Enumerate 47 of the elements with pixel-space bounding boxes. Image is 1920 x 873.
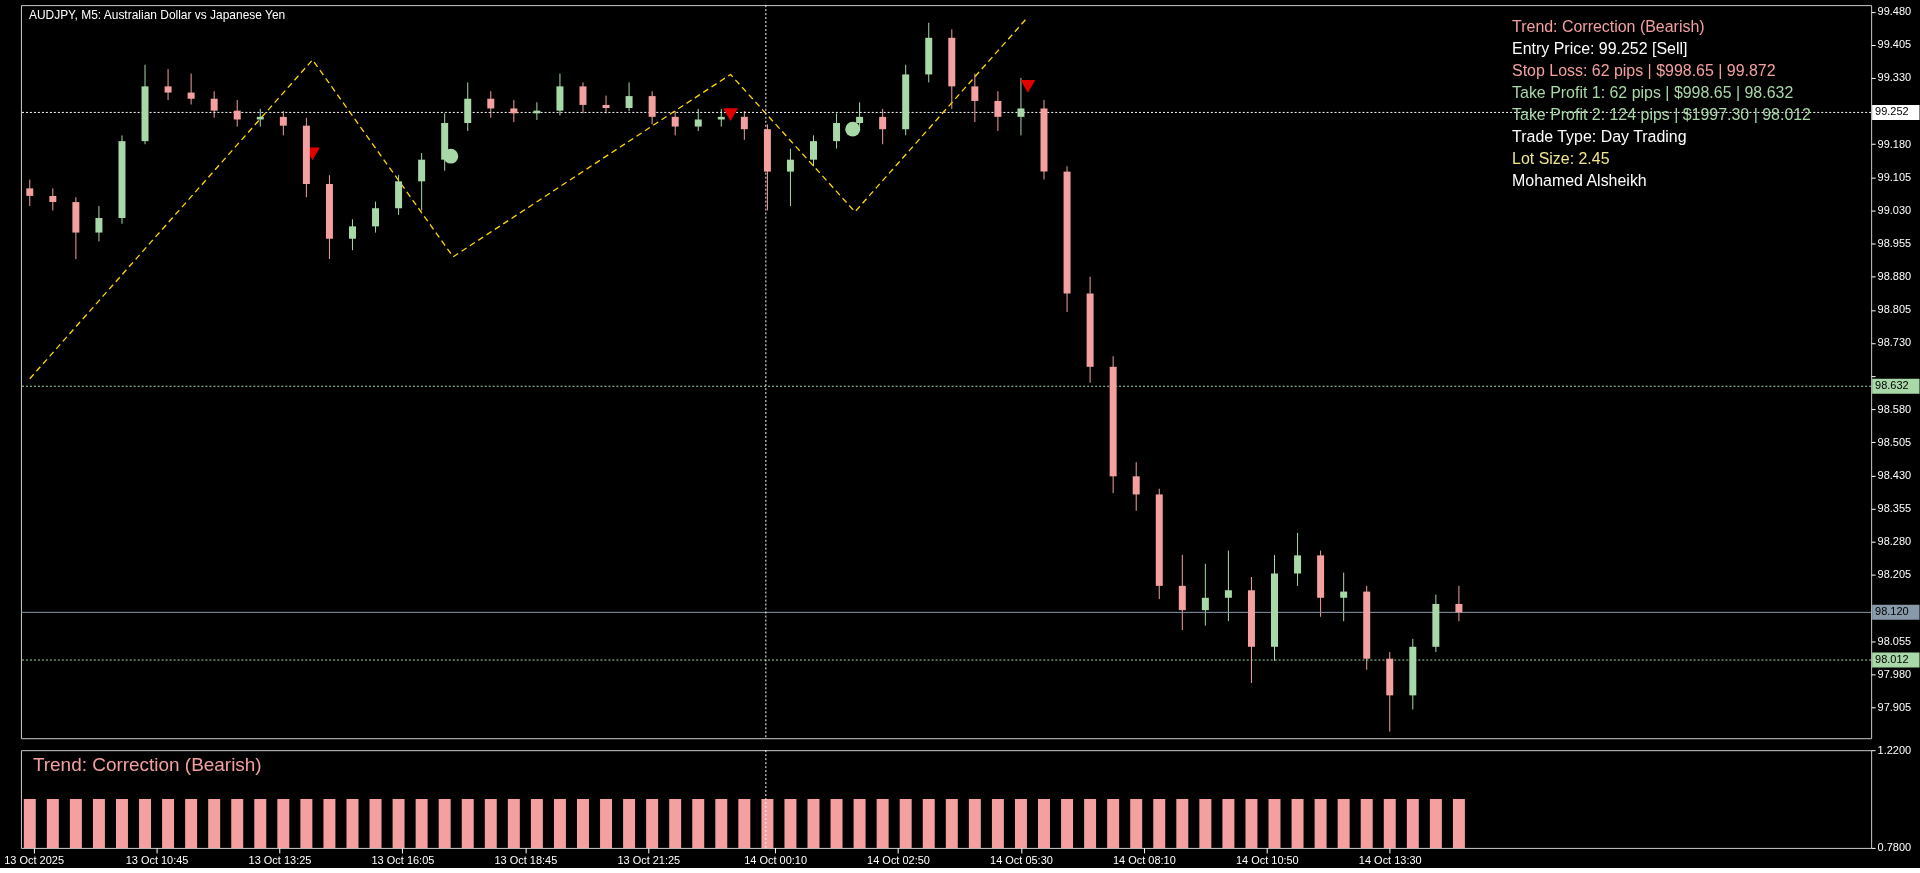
annotation: Lot Size: 2.45 <box>1512 149 1610 167</box>
x-tick-label: 14 Oct 05:30 <box>990 854 1053 867</box>
y-tick-label: 99.180 <box>1877 137 1912 150</box>
x-tick-label: 13 Oct 18:45 <box>494 854 558 867</box>
ref-line-label: 98.012 <box>1875 653 1909 666</box>
y-tick-label: 98.355 <box>1877 502 1912 515</box>
y-tick-label: 99.105 <box>1877 170 1912 183</box>
y-tick-label: 98.205 <box>1877 568 1912 581</box>
annotation: Trend: Correction (Bearish) <box>32 754 262 776</box>
y-tick-label: 99.405 <box>1877 38 1912 51</box>
y-tick-label: 99.480 <box>1877 5 1912 18</box>
annotation: Take Profit 2: 124 pips | $1997.30 | 98.012 <box>1512 105 1812 123</box>
y-tick-label: 0.7800 <box>1877 841 1912 854</box>
x-tick-label: 13 Oct 13:25 <box>248 854 312 867</box>
y-tick-label: 99.330 <box>1877 71 1912 84</box>
x-tick-label: 14 Oct 02:50 <box>867 854 930 867</box>
x-tick-label: 13 Oct 21:25 <box>617 854 681 867</box>
annotation: Mohamed Alsheikh <box>1512 171 1647 189</box>
x-tick-label: 14 Oct 08:10 <box>1112 854 1176 867</box>
annotation: Trend: Correction (Bearish) <box>1512 18 1705 36</box>
y-tick-label: 98.280 <box>1877 535 1912 548</box>
y-tick-label: 98.730 <box>1877 336 1912 349</box>
x-tick-label: 13 Oct 10:45 <box>125 854 189 867</box>
chart-title: AUDJPY, M5: Australian Dollar vs Japanese Yen <box>28 8 286 23</box>
y-tick-label: 98.580 <box>1877 402 1912 415</box>
x-tick-label: 14 Oct 13:30 <box>1358 854 1422 867</box>
y-tick-label: 97.905 <box>1877 700 1912 713</box>
x-tick-label: 14 Oct 00:10 <box>744 854 807 867</box>
y-tick-label: 99.030 <box>1877 203 1912 216</box>
x-tick-label: 13 Oct 2025 <box>4 854 64 867</box>
annotation: Take Profit 1: 62 pips | $998.65 | 98.632 <box>1512 83 1794 101</box>
y-tick-label: 98.955 <box>1877 237 1912 250</box>
y-tick-label: 98.505 <box>1877 435 1912 448</box>
y-tick-label: 98.055 <box>1877 634 1912 647</box>
annotation: Entry Price: 99.252 [Sell] <box>1512 39 1688 57</box>
y-tick-label: 98.805 <box>1877 303 1912 316</box>
y-tick-label: 98.880 <box>1877 270 1912 283</box>
x-tick-label: 14 Oct 10:50 <box>1235 854 1299 867</box>
y-tick-label: 98.430 <box>1877 468 1912 481</box>
y-tick-label: 1.2200 <box>1877 743 1912 756</box>
annotation: Stop Loss: 62 pips | $998.65 | 99.872 <box>1512 61 1776 79</box>
ref-line-label: 99.252 <box>1875 105 1909 118</box>
ref-line-label: 98.632 <box>1875 379 1909 392</box>
x-tick-label: 13 Oct 16:05 <box>371 854 435 867</box>
ref-line-label: 98.120 <box>1875 605 1909 618</box>
y-tick-label: 97.980 <box>1877 667 1912 680</box>
annotation: Trade Type: Day Trading <box>1512 127 1687 145</box>
